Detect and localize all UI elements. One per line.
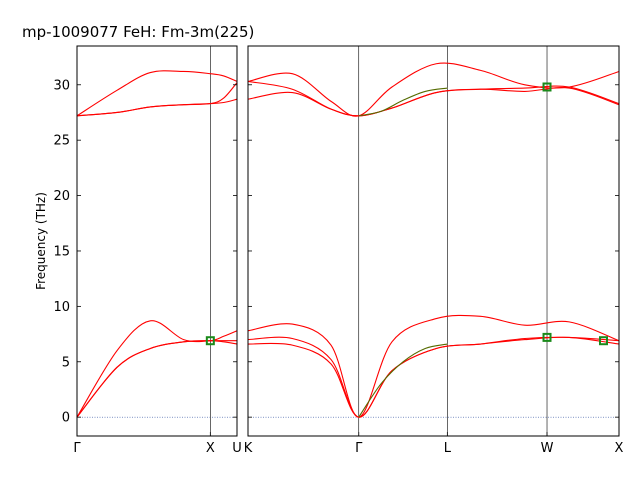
band-line-6	[247, 87, 620, 117]
y-tick-label: 0	[62, 411, 70, 426]
band-marker-1	[542, 332, 552, 342]
band-line-7	[358, 343, 448, 418]
band-line-3	[247, 336, 620, 418]
band-line-4	[76, 70, 238, 117]
x-tick-label: L	[444, 441, 452, 456]
plot-frame	[247, 45, 620, 437]
plot-frame	[76, 45, 238, 437]
x-tick-label: U	[232, 441, 242, 456]
x-tick-label: X	[615, 441, 624, 456]
band-marker-3	[598, 336, 608, 346]
y-tick-label: 25	[53, 134, 70, 149]
x-tick-label: X	[206, 441, 215, 456]
x-tick-label: K	[244, 441, 253, 456]
band-line-1	[247, 314, 620, 418]
y-tick-label: 15	[53, 244, 70, 259]
figure-title: mp-1009077 FeH: Fm-3m(225)	[22, 23, 254, 41]
band-marker-1	[205, 336, 215, 346]
y-axis-label: Frequency (THz)	[34, 192, 48, 290]
x-tick-label: Γ	[355, 441, 363, 456]
band-line-1	[76, 320, 238, 418]
band-marker-2	[542, 82, 552, 92]
y-tick-label: 30	[53, 78, 70, 93]
left-band-panel: 0 5 10 15 20 25 30 Γ X U	[53, 45, 242, 456]
y-tick-label: 20	[53, 189, 70, 204]
y-tick-label: 10	[53, 300, 70, 315]
x-tick-label: W	[541, 441, 554, 456]
band-line-3	[76, 340, 238, 418]
band-line-6	[76, 98, 238, 117]
x-tick-label: Γ	[73, 441, 81, 456]
y-tick-label: 5	[62, 355, 70, 370]
band-line-8	[358, 87, 448, 117]
band-line-4	[247, 62, 620, 117]
